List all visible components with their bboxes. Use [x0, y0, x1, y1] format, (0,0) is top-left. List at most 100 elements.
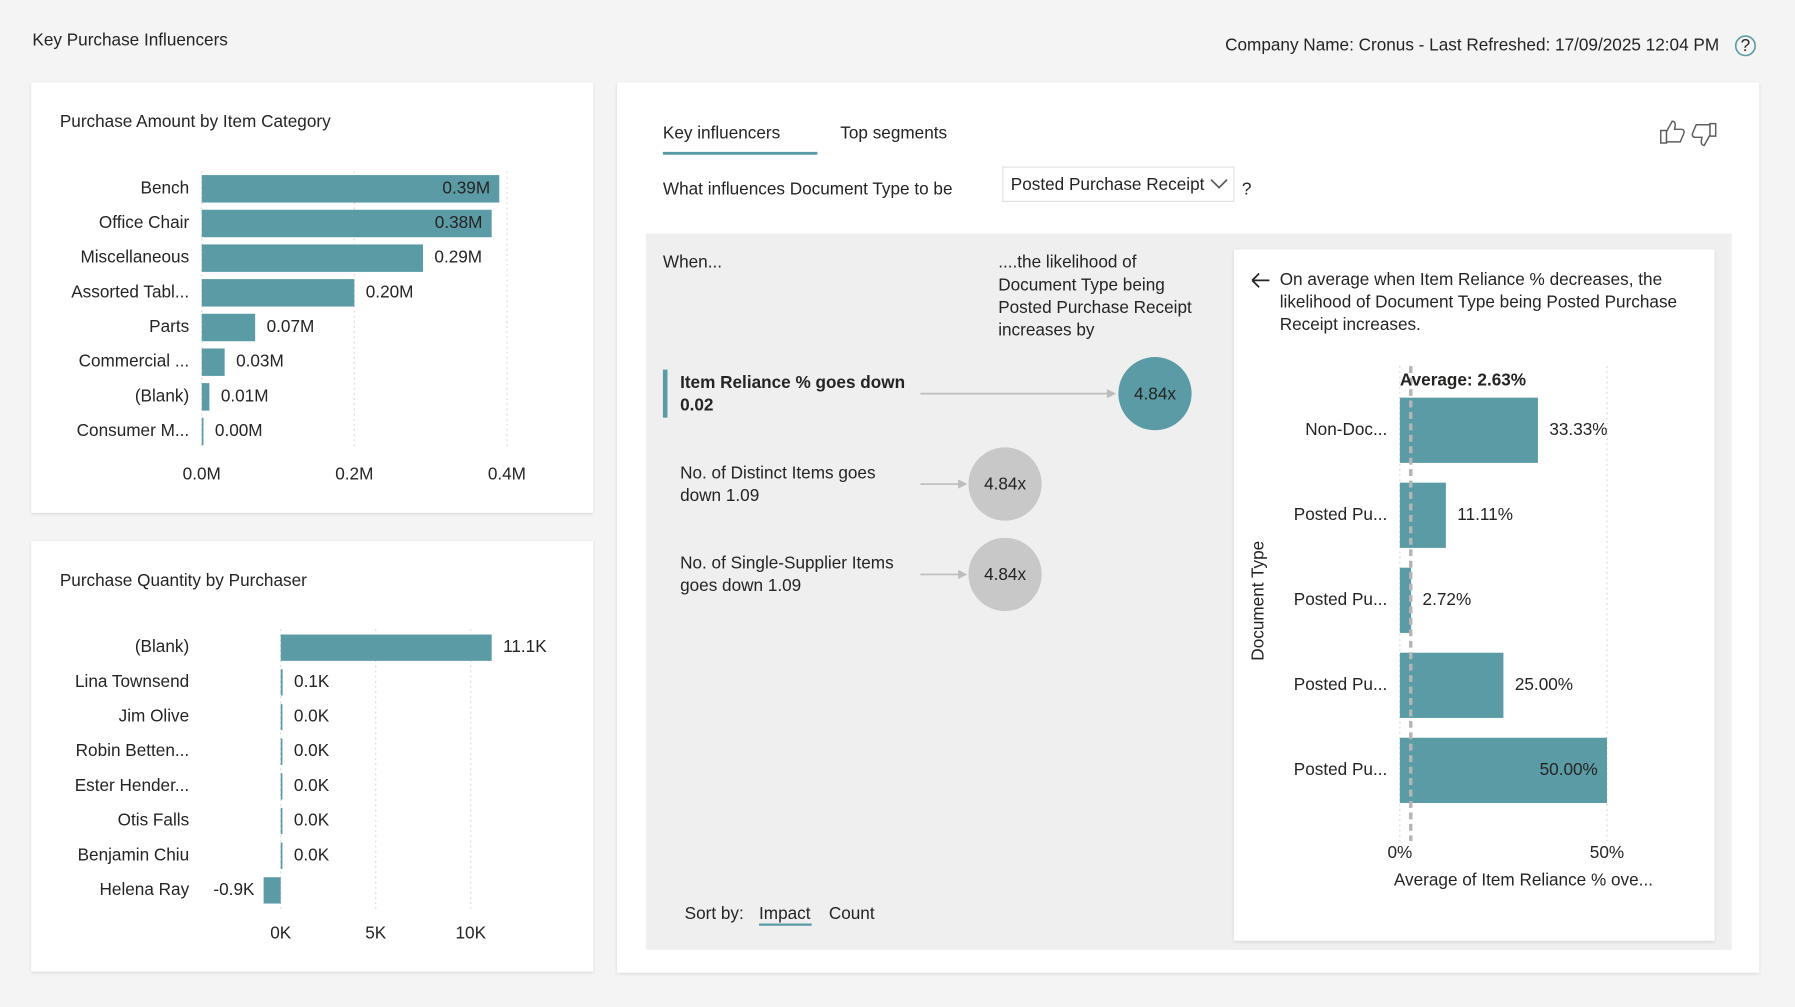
y-tick-label: (Blank)	[135, 385, 189, 405]
y-tick-label: Bench	[141, 177, 190, 197]
sort-option[interactable]: Impact	[759, 903, 811, 923]
chart-title: Purchase Quantity by Purchaser	[60, 570, 307, 590]
bar	[280, 807, 283, 835]
selected-indicator	[662, 369, 668, 418]
sort-option[interactable]: Count	[829, 903, 875, 923]
y-tick-label: Helena Ray	[100, 879, 190, 899]
question: What influences Document Type to be	[663, 178, 953, 198]
arrow-head	[958, 569, 968, 580]
impact-label: 4.84x	[984, 474, 1026, 494]
influencer-label[interactable]: down 1.09	[680, 485, 759, 505]
bar	[280, 842, 283, 869]
y-tick-label: Office Chair	[99, 212, 190, 232]
influencer-label[interactable]: Item Reliance % goes down	[680, 372, 905, 392]
y-tick-label: Assorted Tabl...	[71, 281, 189, 301]
data-label: 0.0K	[294, 844, 330, 864]
tab[interactable]: Key influencers	[663, 122, 780, 142]
y-axis-label: Document Type	[1248, 541, 1268, 661]
help-icon[interactable]	[1734, 35, 1756, 57]
influencer-label[interactable]: 0.02	[680, 394, 713, 414]
data-label: 0.1K	[294, 671, 330, 691]
data-label: 2.72%	[1423, 589, 1472, 609]
bar	[1399, 652, 1504, 718]
data-label: 0.01M	[221, 385, 269, 405]
data-label: 0.20M	[366, 281, 414, 301]
column-header: ....the likelihood of	[998, 252, 1137, 272]
dropdown[interactable]	[1002, 166, 1235, 202]
y-tick-label: Commercial ...	[79, 351, 190, 371]
arrow-head	[958, 479, 968, 489]
detail-card	[1233, 249, 1715, 941]
column-header: Document Type being	[998, 274, 1165, 294]
y-tick-label: Jim Olive	[119, 706, 190, 726]
data-label: 11.1K	[503, 636, 547, 656]
x-tick-label: 10K	[456, 922, 487, 942]
back-arrow[interactable]	[1251, 272, 1270, 288]
bar	[280, 738, 283, 765]
x-tick-label: 0K	[270, 922, 292, 942]
impact-bubble[interactable]	[968, 537, 1042, 612]
tab[interactable]: Top segments	[840, 122, 947, 142]
x-tick-label: 50%	[1590, 842, 1624, 862]
thumbs-up[interactable]	[1660, 120, 1685, 144]
impact-bubble[interactable]	[968, 447, 1042, 521]
arrow-head	[1106, 389, 1117, 399]
y-tick-label: Otis Falls	[118, 810, 189, 830]
bar	[201, 279, 355, 307]
y-tick-label: Posted Pu...	[1294, 674, 1387, 694]
data-label: 0.00M	[215, 420, 263, 440]
impact-label: 4.84x	[1134, 383, 1176, 403]
dropdown-chevron[interactable]	[1210, 179, 1228, 189]
y-tick-label: Posted Pu...	[1294, 504, 1387, 524]
sort-label: Sort by:	[685, 903, 744, 923]
influencer-label[interactable]: No. of Distinct Items goes	[680, 462, 875, 482]
question-end: ?	[1242, 178, 1252, 198]
help-glyph[interactable]: ?	[1741, 35, 1751, 55]
impact-label: 4.84x	[984, 564, 1026, 584]
bar	[1399, 737, 1607, 803]
y-tick-label: Posted Pu...	[1294, 759, 1387, 779]
bar	[201, 383, 210, 411]
y-tick-label: Posted Pu...	[1294, 589, 1387, 609]
detail-text: Receipt increases.	[1280, 314, 1421, 334]
data-label: 11.11%	[1457, 504, 1513, 524]
bar	[1399, 567, 1412, 633]
impact-bubble[interactable]	[1118, 357, 1192, 431]
bar	[280, 669, 283, 696]
data-label: 0.29M	[434, 247, 482, 267]
data-label: 25.00%	[1515, 674, 1573, 694]
data-label: 33.33%	[1549, 419, 1607, 439]
thumbs-down[interactable]	[1691, 122, 1717, 147]
bar	[201, 244, 423, 272]
detail-text: likelihood of Document Type being Posted…	[1280, 291, 1677, 311]
data-label: 0.07M	[267, 316, 315, 336]
bar	[201, 209, 492, 238]
bar	[201, 348, 225, 376]
bar	[1399, 482, 1446, 548]
x-tick-label: 0.0M	[183, 463, 221, 483]
y-tick-label: Robin Betten...	[76, 740, 189, 760]
influencer-label[interactable]: No. of Single-Supplier Items	[680, 553, 894, 573]
y-tick-label: Benjamin Chiu	[78, 844, 190, 864]
card	[31, 541, 594, 972]
data-label: 0.0K	[294, 740, 330, 760]
bar	[201, 175, 500, 203]
bar	[263, 877, 281, 904]
page-title: Key Purchase Influencers	[32, 30, 228, 50]
y-tick-label: Non-Doc...	[1305, 419, 1387, 439]
y-tick-label: Parts	[149, 316, 189, 336]
dropdown-value[interactable]: Posted Purchase Receipt	[1011, 174, 1205, 194]
average-label: Average: 2.63%	[1400, 370, 1526, 390]
y-tick-label: Ester Hender...	[75, 775, 189, 795]
data-label: 0.0K	[294, 706, 330, 726]
column-header: When...	[663, 252, 722, 272]
data-label: 0.0K	[294, 775, 330, 795]
column-header: increases by	[998, 319, 1095, 339]
data-label: 0.03M	[236, 351, 284, 371]
data-label: 0.39M	[442, 177, 490, 197]
influencer-label[interactable]: goes down 1.09	[680, 575, 801, 595]
x-tick-label: 5K	[365, 922, 387, 942]
x-tick-label: 0.2M	[335, 463, 373, 483]
data-label: 50.00%	[1540, 759, 1598, 779]
